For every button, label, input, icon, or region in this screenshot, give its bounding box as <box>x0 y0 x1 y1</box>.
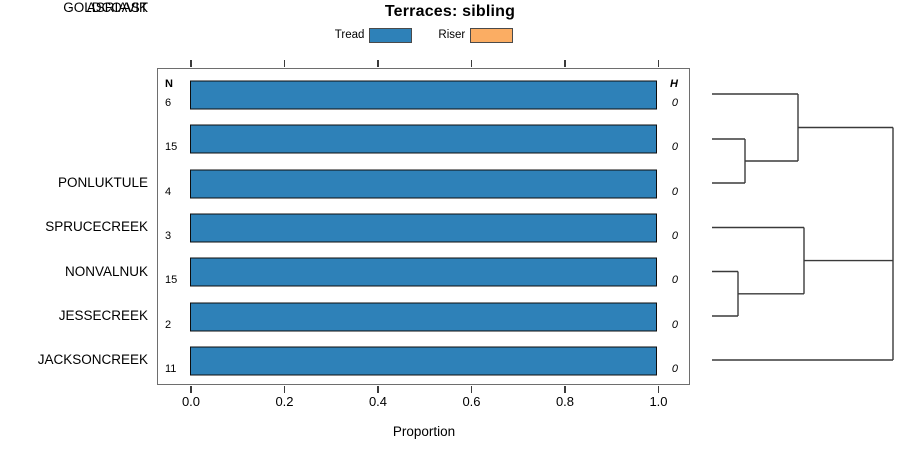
dendrogram <box>712 93 894 361</box>
n-value: 3 <box>165 229 172 242</box>
y-axis-label: JESSECREEK <box>58 308 148 323</box>
y-axis-label: ASRIAVIK <box>86 0 148 15</box>
bar-row: 3 0 <box>158 206 689 250</box>
h-value: 0 <box>671 229 678 242</box>
legend-label-tread: Tread <box>334 29 365 41</box>
x-axis-tick <box>564 60 566 68</box>
n-value: 15 <box>165 274 178 287</box>
bar-track <box>190 80 657 110</box>
n-value: 15 <box>165 141 178 154</box>
bar-track <box>190 346 657 376</box>
x-axis-tick-label: 0.4 <box>368 394 388 409</box>
x-axis-tick-label: 0.8 <box>555 394 575 409</box>
n-column-header: N <box>165 78 173 90</box>
tread-bar <box>190 213 657 243</box>
bar-row: 4 0 <box>158 161 689 205</box>
x-axis-tick-label: 0.2 <box>275 394 294 409</box>
plot-area: N H 6 0 15 0 4 0 3 0 15 0 2 <box>157 60 690 409</box>
bar-track <box>190 169 657 199</box>
h-value: 0 <box>671 274 678 287</box>
tread-bar <box>190 257 657 287</box>
bar-track <box>190 257 657 287</box>
tread-bar <box>190 346 657 376</box>
bar-track <box>190 302 657 332</box>
x-axis-tick-label: 1.0 <box>649 394 668 409</box>
legend-label-riser: Riser <box>438 29 466 41</box>
n-value: 11 <box>165 363 177 376</box>
tread-bar <box>190 80 657 110</box>
x-axis-tick <box>657 385 660 393</box>
y-axis-label: NONVALNUK <box>64 264 148 279</box>
x-axis-tick <box>377 385 379 393</box>
h-value: 0 <box>671 318 678 331</box>
bar-track <box>190 213 657 243</box>
tread-bar <box>190 169 657 199</box>
tread-bar <box>190 302 657 332</box>
legend-item-riser: Riser <box>438 27 514 43</box>
bar-row: 2 0 <box>158 295 689 339</box>
x-axis-tick <box>470 60 473 68</box>
x-axis-tick <box>470 385 473 393</box>
bar-row: 6 0 <box>158 73 689 117</box>
legend-item-tread: Tread <box>334 27 413 43</box>
n-value: 4 <box>165 185 172 198</box>
x-axis-tick <box>564 385 566 393</box>
h-value: 0 <box>671 363 678 376</box>
h-value: 0 <box>671 185 678 198</box>
riser-swatch <box>470 27 514 43</box>
bar-row: 11 0 <box>158 339 689 383</box>
tread-bar <box>190 124 657 154</box>
x-axis-tick <box>283 385 286 393</box>
tread-swatch <box>369 27 413 43</box>
bar-row: 15 0 <box>158 117 689 161</box>
x-axis-tick <box>190 60 192 68</box>
x-axis-tick-label: 0.6 <box>462 394 481 409</box>
x-axis-tick <box>190 385 192 393</box>
x-axis-tick-label: 0.0 <box>181 394 201 409</box>
h-value: 0 <box>671 96 678 109</box>
y-axis-label: SPRUCECREEK <box>45 219 148 234</box>
n-value: 6 <box>165 96 172 109</box>
h-column-header: H <box>670 78 678 90</box>
legend: Tread Riser <box>0 26 848 44</box>
x-axis-tick <box>377 60 379 68</box>
x-axis-tick <box>283 60 286 68</box>
x-axis-tick <box>657 60 660 68</box>
bar-track <box>190 124 657 154</box>
y-axis-label: JACKSONCREEK <box>37 352 148 367</box>
n-value: 2 <box>165 318 172 331</box>
h-value: 0 <box>671 141 678 154</box>
x-axis-title: Proportion <box>392 424 456 439</box>
bar-row: 15 0 <box>158 250 689 294</box>
y-axis-label: GOLDCOAST <box>63 0 148 15</box>
chart-title: Terraces: sibling <box>384 3 516 20</box>
y-axis-label: PONLUKTULE <box>57 175 148 190</box>
